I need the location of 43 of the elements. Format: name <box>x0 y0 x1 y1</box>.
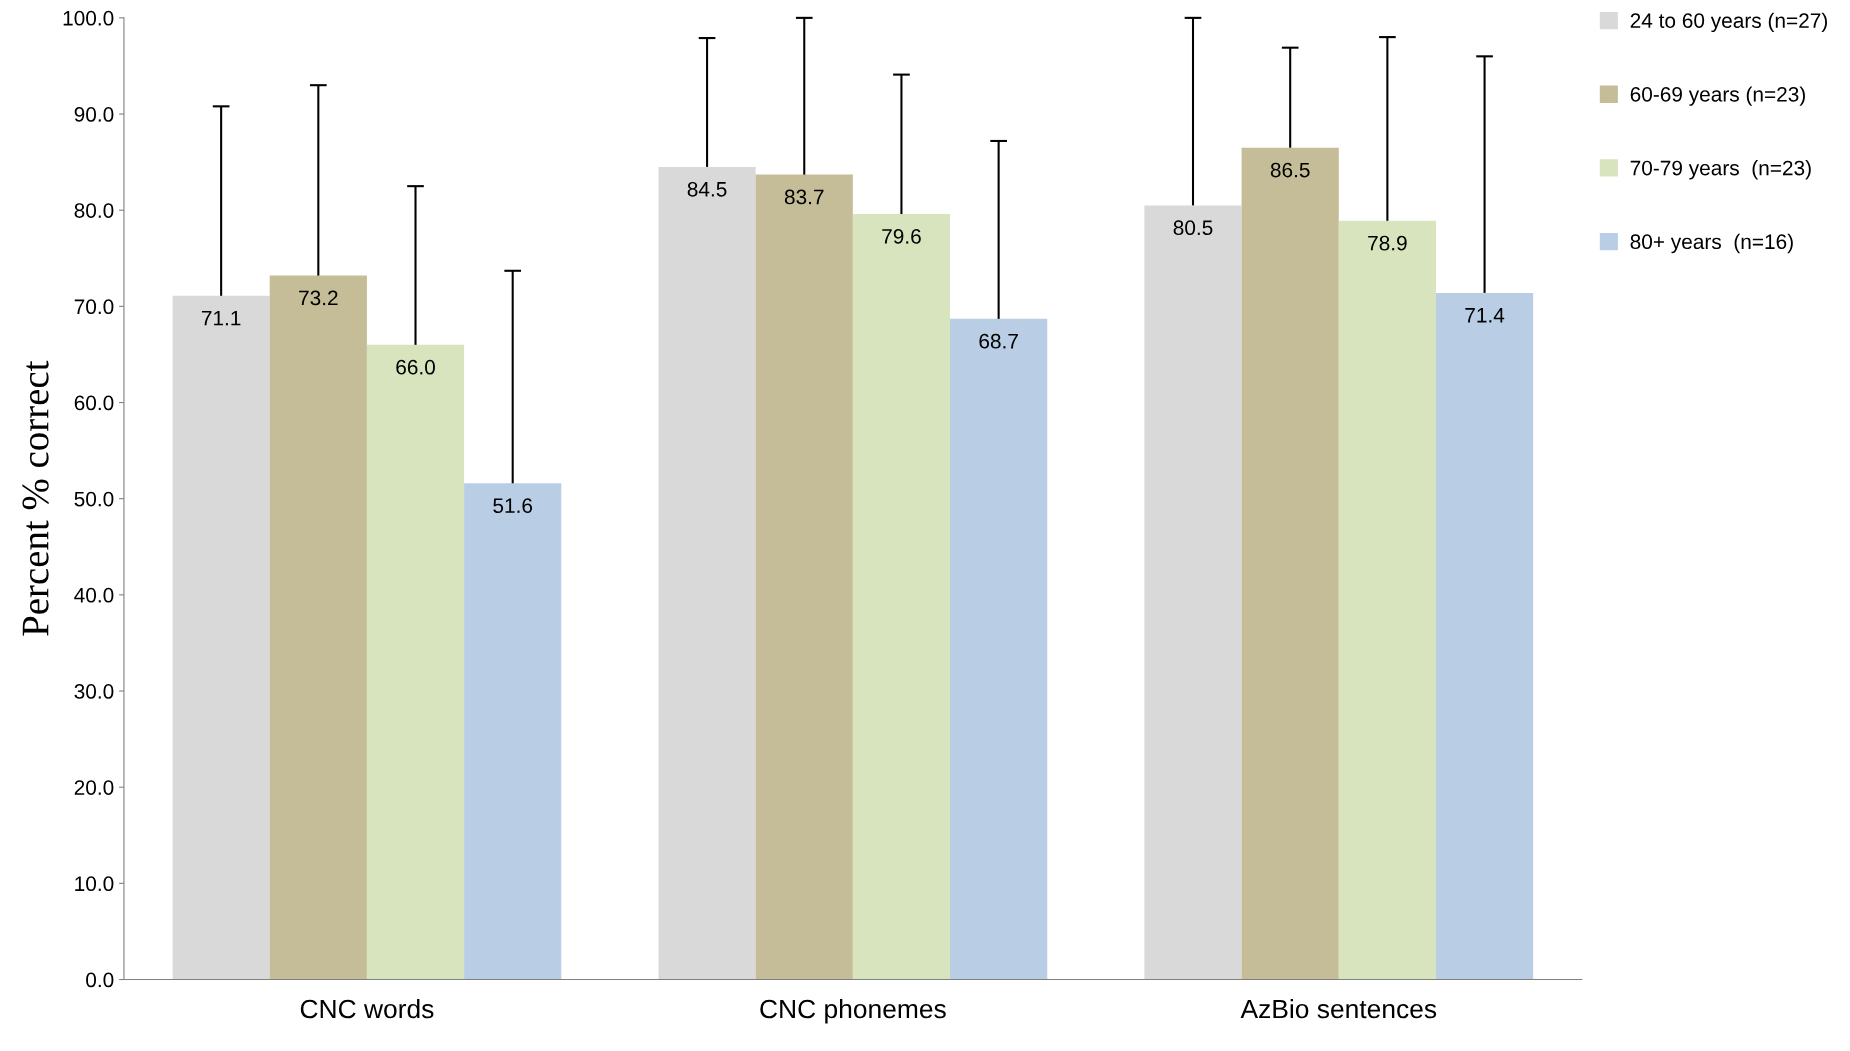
data-label: 83.7 <box>784 189 824 205</box>
data-label: 68.7 <box>979 333 1018 349</box>
bar <box>172 295 270 980</box>
data-label: 71.1 <box>201 310 241 326</box>
bar <box>269 275 367 980</box>
y-tick-label: 0.0 <box>86 972 114 988</box>
y-tick-label: 40.0 <box>74 587 114 603</box>
data-label: 78.9 <box>1368 235 1407 251</box>
data-label: 86.5 <box>1270 162 1310 178</box>
bar <box>755 174 853 980</box>
y-tick-label: 80.0 <box>74 203 114 218</box>
y-tick-label: 90.0 <box>74 107 114 122</box>
data-label: 80.5 <box>1173 220 1213 236</box>
data-label: 66.0 <box>396 359 435 375</box>
x-tick-label: AzBio sentences <box>1240 998 1437 1019</box>
bar <box>1435 292 1534 980</box>
data-label: 51.6 <box>493 498 533 514</box>
legend-label: 80+ years (n=16) <box>1630 233 1793 254</box>
bar <box>852 214 951 980</box>
y-tick-label: 30.0 <box>74 684 114 699</box>
y-tick-label: 10.0 <box>75 876 114 892</box>
bar <box>464 483 562 980</box>
bar <box>1338 220 1436 980</box>
legend-label: 24 to 60 years (n=27) <box>1630 12 1827 33</box>
bar <box>658 166 756 980</box>
y-tick-label: 20.0 <box>74 780 114 795</box>
data-label: 73.2 <box>299 290 338 306</box>
bar <box>950 318 1048 980</box>
bar <box>1241 147 1339 980</box>
x-tick-label: CNC phonemes <box>760 998 946 1024</box>
bar <box>1144 205 1242 980</box>
data-label: 71.4 <box>1465 308 1505 323</box>
legend-label: 60-69 years (n=23) <box>1630 86 1805 106</box>
data-label: 84.5 <box>687 181 727 197</box>
y-tick-label: 70.0 <box>74 299 114 315</box>
legend-label: 70-79 years (n=23) <box>1630 160 1811 180</box>
y-axis-title: Percent % correct <box>22 360 49 636</box>
y-tick-label: 50.0 <box>74 491 114 507</box>
y-tick-label: 100.0 <box>63 10 114 26</box>
y-tick-label: 60.0 <box>74 395 114 411</box>
bar <box>366 344 465 980</box>
data-label: 79.6 <box>882 229 921 244</box>
x-tick-label: CNC words <box>300 998 434 1019</box>
